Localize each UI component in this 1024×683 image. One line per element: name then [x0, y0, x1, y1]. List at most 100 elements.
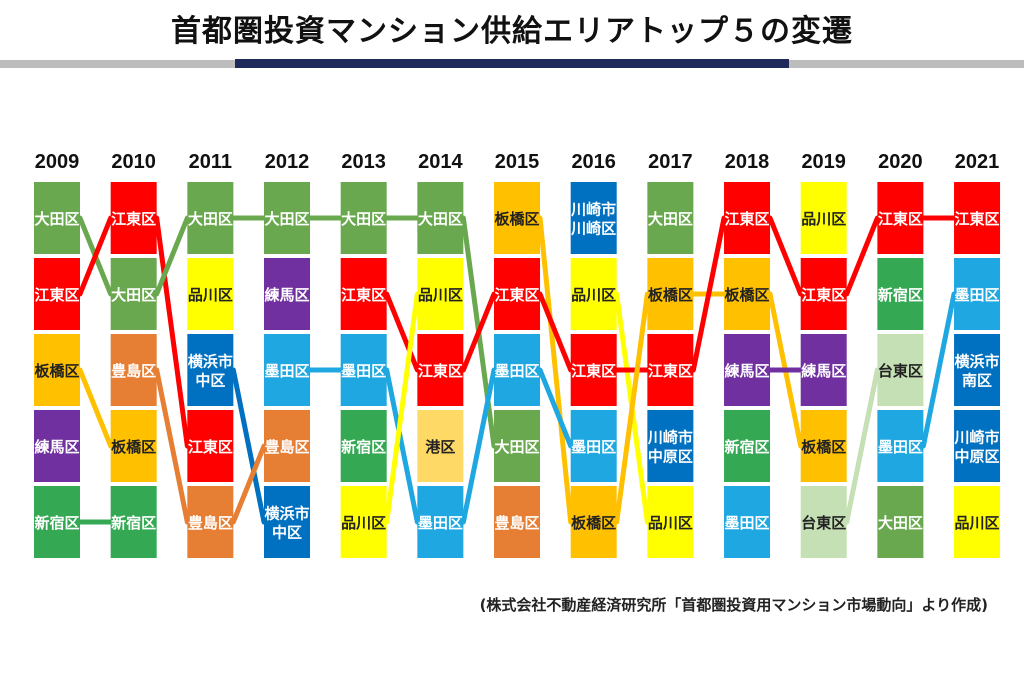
area-label: 大田区 [265, 210, 310, 228]
area-label: 品川区 [955, 514, 1000, 532]
area-label: 板橋区 [725, 286, 770, 304]
area-box [954, 334, 1001, 406]
area-box [800, 334, 847, 406]
area-label: 大田区 [495, 438, 540, 456]
area-label: 新宿区 [725, 438, 770, 456]
area-box [110, 258, 157, 330]
area-label: 練馬区 [725, 362, 770, 380]
area-box [110, 410, 157, 482]
connector-line [844, 215, 880, 297]
area-label: 墨田区 [955, 286, 1000, 304]
area-label: 板橋区 [571, 514, 616, 532]
area-box [417, 334, 464, 406]
area-box [110, 486, 157, 558]
area-box [264, 334, 311, 406]
area-box [877, 410, 924, 482]
area-box [494, 258, 541, 330]
area-box [724, 182, 771, 254]
area-label: 江東区 [34, 286, 79, 304]
area-label: 大田区 [188, 210, 233, 228]
year-label: 2013 [341, 151, 386, 173]
area-label: 江東区 [495, 286, 540, 304]
area-label: 江東区 [418, 362, 463, 380]
connector-line [384, 291, 420, 373]
area-label: 大田区 [341, 210, 386, 228]
area-label: 板橋区 [111, 438, 156, 456]
year-label-layer: 2009 2010 2011 2012 2013 2014 2015 2016 2017 2018… [35, 151, 1000, 173]
box-layer: 大田区江東区板橋区練馬区新宿区江東区大田区豊島区板橋区新宿区大田区品川区横浜市中… [34, 182, 1001, 558]
area-box [417, 258, 464, 330]
area-box [340, 486, 387, 558]
connector-line [844, 367, 880, 525]
area-box [187, 182, 234, 254]
year-label: 2020 [878, 151, 923, 173]
area-label: 大田区 [34, 210, 79, 228]
area-label: 中区 [272, 524, 302, 542]
area-box [877, 258, 924, 330]
area-box [417, 486, 464, 558]
area-label: 豊島区 [265, 438, 310, 456]
year-label: 2018 [725, 151, 770, 173]
area-box [954, 258, 1001, 330]
area-label: 品川区 [341, 514, 386, 532]
area-box [800, 410, 847, 482]
area-label: 港区 [425, 438, 455, 456]
area-label: 南区 [962, 372, 992, 390]
area-label: 品川区 [801, 210, 846, 228]
area-box [800, 182, 847, 254]
connector-line [230, 367, 267, 525]
area-box [570, 182, 617, 254]
area-box [954, 182, 1001, 254]
area-label: 新宿区 [111, 514, 156, 532]
area-box [264, 486, 311, 558]
area-box [724, 334, 771, 406]
connector-line [920, 291, 957, 449]
area-box [34, 486, 80, 558]
area-box [647, 486, 694, 558]
area-box [340, 182, 387, 254]
area-label: 練馬区 [801, 362, 846, 380]
area-label: 江東区 [725, 210, 770, 228]
area-label: 横浜市 [265, 505, 310, 523]
area-label: 台東区 [801, 514, 846, 532]
area-label: 板橋区 [34, 362, 79, 380]
area-label: 新宿区 [878, 286, 923, 304]
area-label: 大田区 [648, 210, 693, 228]
connector-line [537, 215, 574, 525]
area-box [340, 334, 387, 406]
area-label: 川崎市 [954, 429, 1000, 447]
area-label: 江東区 [878, 210, 923, 228]
area-label: 江東区 [571, 362, 616, 380]
area-box [724, 258, 771, 330]
area-box [494, 486, 541, 558]
area-label: 大田区 [111, 286, 156, 304]
connector-line [384, 291, 420, 525]
area-label: 板橋区 [648, 286, 693, 304]
area-label: 江東区 [111, 210, 156, 228]
area-label: 豊島区 [111, 362, 156, 380]
year-label: 2009 [35, 151, 80, 173]
area-label: 豊島区 [495, 514, 540, 532]
connector-line [154, 215, 190, 297]
connector-line [460, 367, 497, 525]
area-label: 横浜市 [955, 353, 1000, 371]
area-box [724, 410, 771, 482]
area-label: 大田区 [878, 514, 923, 532]
year-label: 2012 [265, 151, 310, 173]
area-box [417, 182, 464, 254]
year-label: 2021 [955, 151, 1000, 173]
area-label: 新宿区 [341, 438, 386, 456]
area-label: 横浜市 [188, 353, 233, 371]
area-label: 中原区 [648, 448, 693, 466]
connector-line [460, 291, 497, 373]
area-box [954, 410, 1001, 482]
area-box [494, 410, 541, 482]
area-box [647, 182, 694, 254]
area-label: 江東区 [801, 286, 846, 304]
area-label: 墨田区 [265, 362, 310, 380]
year-label: 2010 [111, 151, 156, 173]
year-label: 2015 [495, 151, 540, 173]
area-box [110, 182, 157, 254]
area-box [34, 182, 80, 254]
